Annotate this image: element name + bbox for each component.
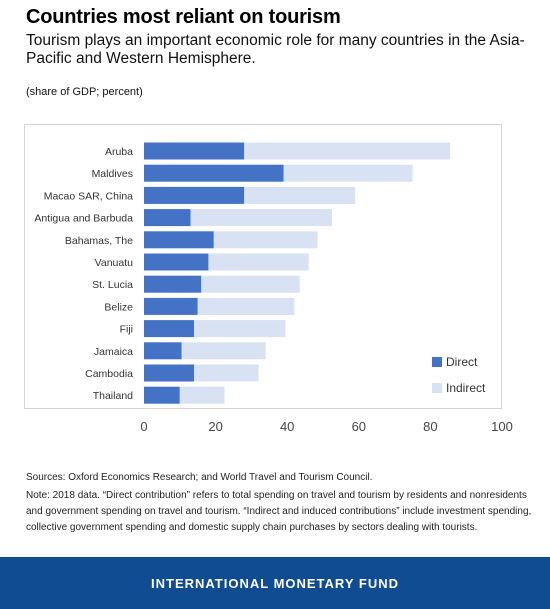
bar-indirect-3 [190,209,332,227]
bar-indirect-4 [213,231,318,249]
bar-indirect-10 [194,364,259,382]
bar-indirect-0 [244,142,451,160]
category-label: Fiji [120,324,133,336]
bar-direct-4 [144,231,214,249]
bar-direct-5 [144,253,209,271]
category-label: Bahamas, The [65,235,133,247]
bar-indirect-11 [179,386,225,404]
category-label: Cambodia [85,368,133,380]
bar-direct-2 [144,186,245,204]
bar-direct-9 [144,342,182,360]
category-label: Maldives [92,168,133,180]
bar-direct-0 [144,142,245,160]
bar-direct-8 [144,320,195,338]
bar-indirect-9 [181,342,266,360]
bar-indirect-6 [201,275,300,293]
sources-block: Sources: Oxford Economics Research; and … [26,470,541,538]
note-text: Note: 2018 data. “Direct contribution” r… [26,490,532,533]
bar-indirect-8 [194,320,286,338]
chart-frame [24,124,502,409]
x-tick-label: 80 [423,419,437,434]
legend-label-0: Direct [446,355,478,369]
category-label: Belize [104,301,133,313]
tourism-bar-chart: Aruba Maldives Macao SAR, China Antigua and… [34,142,513,434]
x-tick-label: 20 [208,419,222,434]
unit-label: (share of GDP; percent) [26,86,143,98]
bar-indirect-5 [208,253,309,271]
bar-indirect-1 [283,164,413,182]
category-label: Jamaica [94,346,133,358]
sources-text: Sources: Oxford Economics Research; and … [26,472,373,483]
legend-swatch-1 [432,383,442,393]
footer-brand: INTERNATIONAL MONETARY FUND [151,575,399,591]
bar-direct-10 [144,364,195,382]
x-tick-label: 40 [280,419,294,434]
legend-swatch-0 [432,357,442,367]
chart-subtitle: Tourism plays an important economic role… [26,32,525,67]
category-label: Vanuatu [95,257,133,269]
category-label: St. Lucia [92,279,133,291]
x-tick-label: 100 [491,419,513,434]
bar-direct-6 [144,275,202,293]
bar-direct-11 [144,386,180,404]
category-label: Aruba [105,146,133,158]
bar-direct-3 [144,209,191,227]
category-label: Thailand [93,390,133,402]
x-tick-label: 60 [352,419,366,434]
bar-indirect-2 [244,186,356,204]
bar-direct-1 [144,164,284,182]
category-label: Macao SAR, China [44,190,133,202]
bar-direct-7 [144,297,198,315]
bar-indirect-7 [197,297,295,315]
footer-banner: INTERNATIONAL MONETARY FUND [0,557,550,609]
legend-label-1: Indirect [446,381,486,395]
chart-title: Countries most reliant on tourism [26,6,341,28]
x-tick-label: 0 [140,419,147,434]
category-label: Antigua and Barbuda [34,213,133,225]
